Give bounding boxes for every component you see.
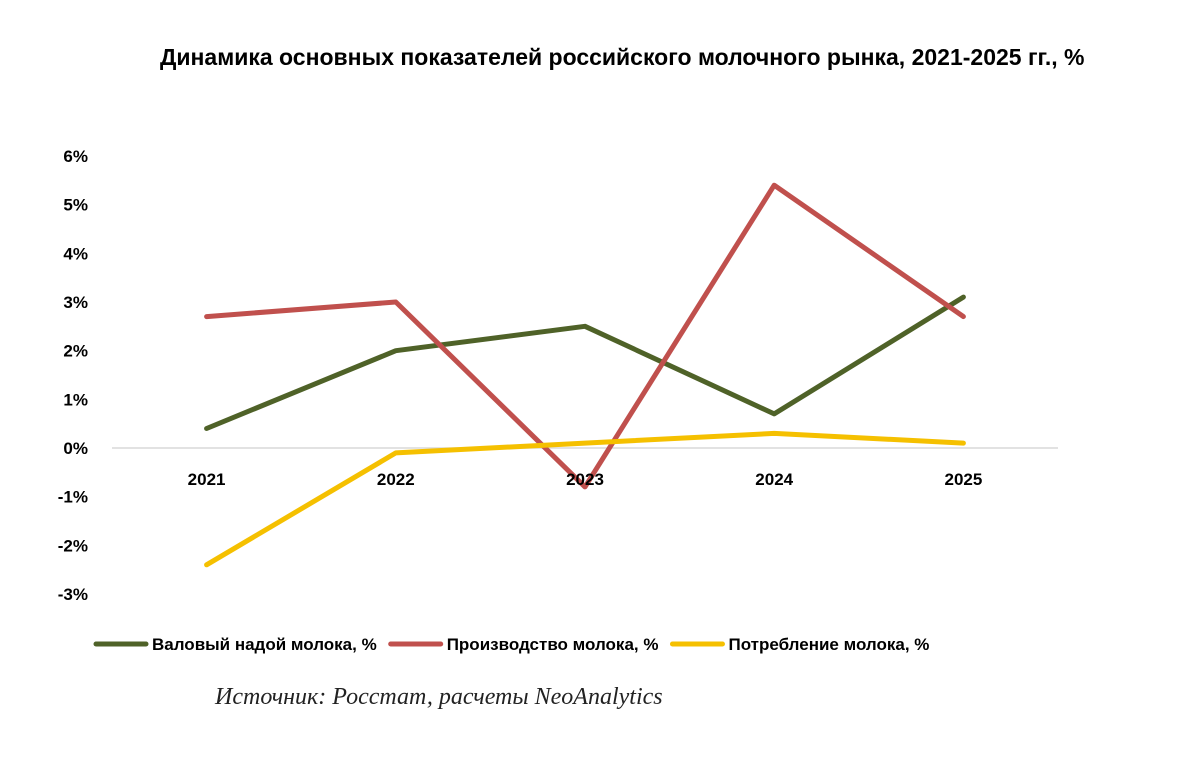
legend: Валовый надой молока, % Производство моло… bbox=[93, 635, 929, 654]
y-tick-label: 4% bbox=[63, 244, 88, 263]
chart-title: Динамика основных показателей российског… bbox=[160, 44, 1085, 70]
x-tick-label: 2025 bbox=[944, 470, 982, 489]
y-tick-label: 2% bbox=[63, 342, 88, 361]
y-tick-label: 6% bbox=[63, 147, 88, 166]
y-tick-label: 0% bbox=[63, 439, 88, 458]
source-note: Источник: Росстат, расчеты NeoAnalytics bbox=[215, 684, 663, 710]
y-tick-label: 3% bbox=[63, 293, 88, 312]
series-lines bbox=[204, 182, 966, 568]
legend-label: Производство молока, % bbox=[447, 635, 659, 654]
legend-item: Производство молока, % bbox=[388, 635, 659, 654]
y-tick-label: -3% bbox=[58, 585, 88, 604]
x-tick-label: 2024 bbox=[755, 470, 793, 489]
y-tick-label: -1% bbox=[58, 488, 88, 507]
legend-item: Валовый надой молока, % bbox=[93, 635, 377, 654]
x-tick-label: 2022 bbox=[377, 470, 415, 489]
series-line bbox=[204, 430, 966, 568]
legend-label: Валовый надой молока, % bbox=[152, 635, 377, 654]
legend-item: Потребление молока, % bbox=[669, 635, 929, 654]
legend-label: Потребление молока, % bbox=[728, 635, 929, 654]
y-axis-ticks: 6% 5% 4% 3% 2% 1% 0% -1% -2% -3% bbox=[58, 147, 88, 604]
y-tick-label: -2% bbox=[58, 536, 88, 555]
x-tick-label: 2021 bbox=[188, 470, 226, 489]
x-tick-label: 2023 bbox=[566, 470, 604, 489]
y-tick-label: 1% bbox=[63, 390, 88, 409]
series-line bbox=[204, 182, 966, 490]
series-line bbox=[204, 294, 966, 431]
y-tick-label: 5% bbox=[63, 196, 88, 215]
x-axis-ticks: 2021 2022 2023 2024 2025 bbox=[188, 470, 983, 489]
